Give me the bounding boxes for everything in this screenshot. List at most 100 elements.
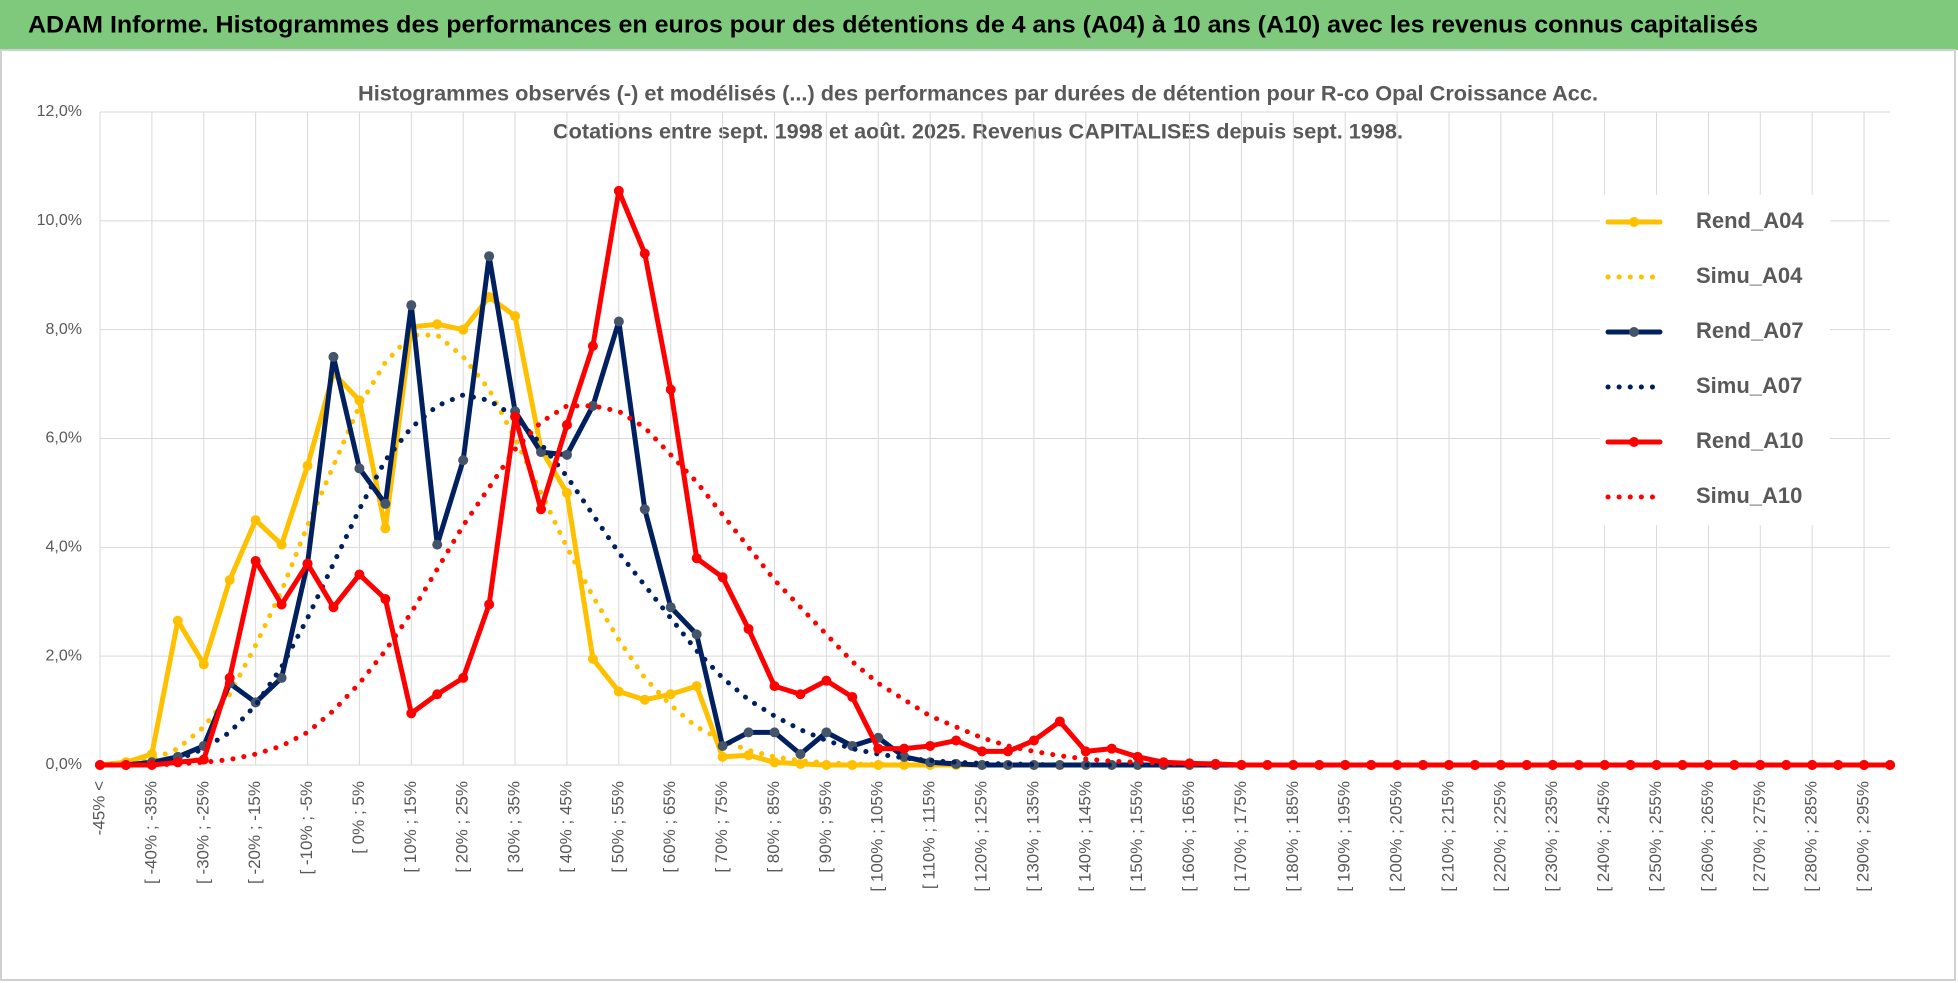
x-tick-label: [ 130% ; 135% <box>1023 781 1042 892</box>
data-point <box>432 539 443 550</box>
data-point <box>1028 735 1039 746</box>
x-tick-label: [ 270% ; 275% <box>1750 781 1769 892</box>
data-point <box>587 400 598 411</box>
data-point <box>1340 760 1351 770</box>
data-point <box>250 555 261 566</box>
data-point <box>458 672 469 683</box>
data-point <box>1651 760 1662 770</box>
x-tick-label: [ 20% ; 25% <box>453 781 472 873</box>
data-point <box>769 727 780 738</box>
data-point <box>354 569 365 580</box>
data-point <box>821 727 832 738</box>
data-line <box>97 188 1893 768</box>
x-tick-label: [ -20% ; -15% <box>245 781 264 884</box>
legend-label: Simu_A07 <box>1696 373 1802 398</box>
legend-marker <box>1629 217 1639 227</box>
data-point <box>977 746 988 757</box>
y-tick-label: 10,0% <box>37 212 82 229</box>
data-point <box>665 602 676 613</box>
data-point <box>691 553 702 564</box>
data-point <box>224 574 235 585</box>
x-tick-label: [ 100% ; 105% <box>868 781 887 892</box>
data-point <box>769 757 780 768</box>
data-point <box>1599 760 1610 770</box>
x-tick-label: [ -30% ; -25% <box>193 781 212 884</box>
data-point <box>613 316 624 327</box>
data-point <box>1054 716 1065 727</box>
data-point <box>873 760 884 770</box>
data-point <box>224 672 235 683</box>
x-tick-label: [ 40% ; 45% <box>556 781 575 873</box>
y-tick-label: 2,0% <box>46 647 82 664</box>
data-point <box>1495 760 1506 770</box>
data-point <box>613 185 624 196</box>
x-tick-label: [ -10% ; -5% <box>297 781 316 875</box>
x-tick-label: [ 70% ; 75% <box>712 781 731 873</box>
chart-subtitle: Cotations entre sept. 1998 et août. 2025… <box>553 121 1403 144</box>
data-point <box>951 735 962 746</box>
data-point <box>717 740 728 751</box>
legend-label: Simu_A10 <box>1696 483 1802 508</box>
data-point <box>1262 760 1273 770</box>
x-tick-label: [ 140% ; 145% <box>1075 781 1094 892</box>
y-tick-label: 8,0% <box>46 321 82 338</box>
data-point <box>769 681 780 692</box>
data-point <box>899 743 910 754</box>
data-point <box>1366 760 1377 770</box>
data-point <box>639 694 650 705</box>
legend-label: Simu_A04 <box>1696 263 1803 288</box>
data-point <box>1443 760 1454 770</box>
header-bar <box>0 0 1958 50</box>
x-tick-label: [ 180% ; 185% <box>1283 781 1302 892</box>
data-point <box>639 504 650 515</box>
x-tick-label: [ 260% ; 265% <box>1698 781 1717 892</box>
x-tick-label: [ 220% ; 225% <box>1490 781 1509 892</box>
data-point <box>977 760 988 770</box>
data-point <box>561 449 572 460</box>
data-point <box>639 248 650 259</box>
data-point <box>536 504 547 515</box>
frame <box>0 49 1956 981</box>
legend-marker <box>1629 437 1639 447</box>
data-point <box>484 599 495 610</box>
x-tick-label: [ 120% ; 125% <box>972 781 991 892</box>
data-point <box>1573 760 1584 770</box>
data-point <box>1132 751 1143 762</box>
x-tick-label: [ 250% ; 255% <box>1646 781 1665 892</box>
data-point <box>587 653 598 664</box>
x-tick-label: [ 160% ; 165% <box>1179 781 1198 892</box>
data-point <box>847 691 858 702</box>
data-point <box>380 498 391 509</box>
x-tick-label: [ 10% ; 15% <box>401 781 420 873</box>
x-tick-label: [ 230% ; 235% <box>1542 781 1561 892</box>
data-point <box>743 727 754 738</box>
data-point <box>1885 760 1895 770</box>
x-tick-label: [ 90% ; 95% <box>816 781 835 873</box>
data-point <box>717 751 728 762</box>
legend-label: Rend_A10 <box>1696 428 1804 453</box>
x-tick-label: [ 60% ; 65% <box>660 781 679 873</box>
data-point <box>1521 760 1532 770</box>
x-tick-label: [ 200% ; 205% <box>1387 781 1406 892</box>
x-tick-label: [ 280% ; 285% <box>1802 781 1821 892</box>
data-point <box>380 523 391 534</box>
data-point <box>821 675 832 686</box>
data-point <box>302 460 313 471</box>
x-tick-label: [ 30% ; 35% <box>505 781 524 873</box>
y-tick-label: 4,0% <box>46 539 82 556</box>
x-tick-label: [ 50% ; 55% <box>608 781 627 873</box>
data-point <box>380 594 391 605</box>
legend-label: Rend_A04 <box>1696 208 1804 233</box>
x-tick-label: [ 210% ; 215% <box>1438 781 1457 892</box>
data-point <box>406 708 417 719</box>
data-point <box>1184 758 1195 769</box>
data-point <box>1080 746 1091 757</box>
x-tick-label: [ 0% ; 5% <box>349 781 368 854</box>
data-point <box>1002 746 1013 757</box>
data-point <box>198 659 209 670</box>
x-tick-label: [ 110% ; 115% <box>920 781 939 889</box>
data-point <box>1054 760 1065 770</box>
x-tick-label: [ 150% ; 155% <box>1127 781 1146 892</box>
